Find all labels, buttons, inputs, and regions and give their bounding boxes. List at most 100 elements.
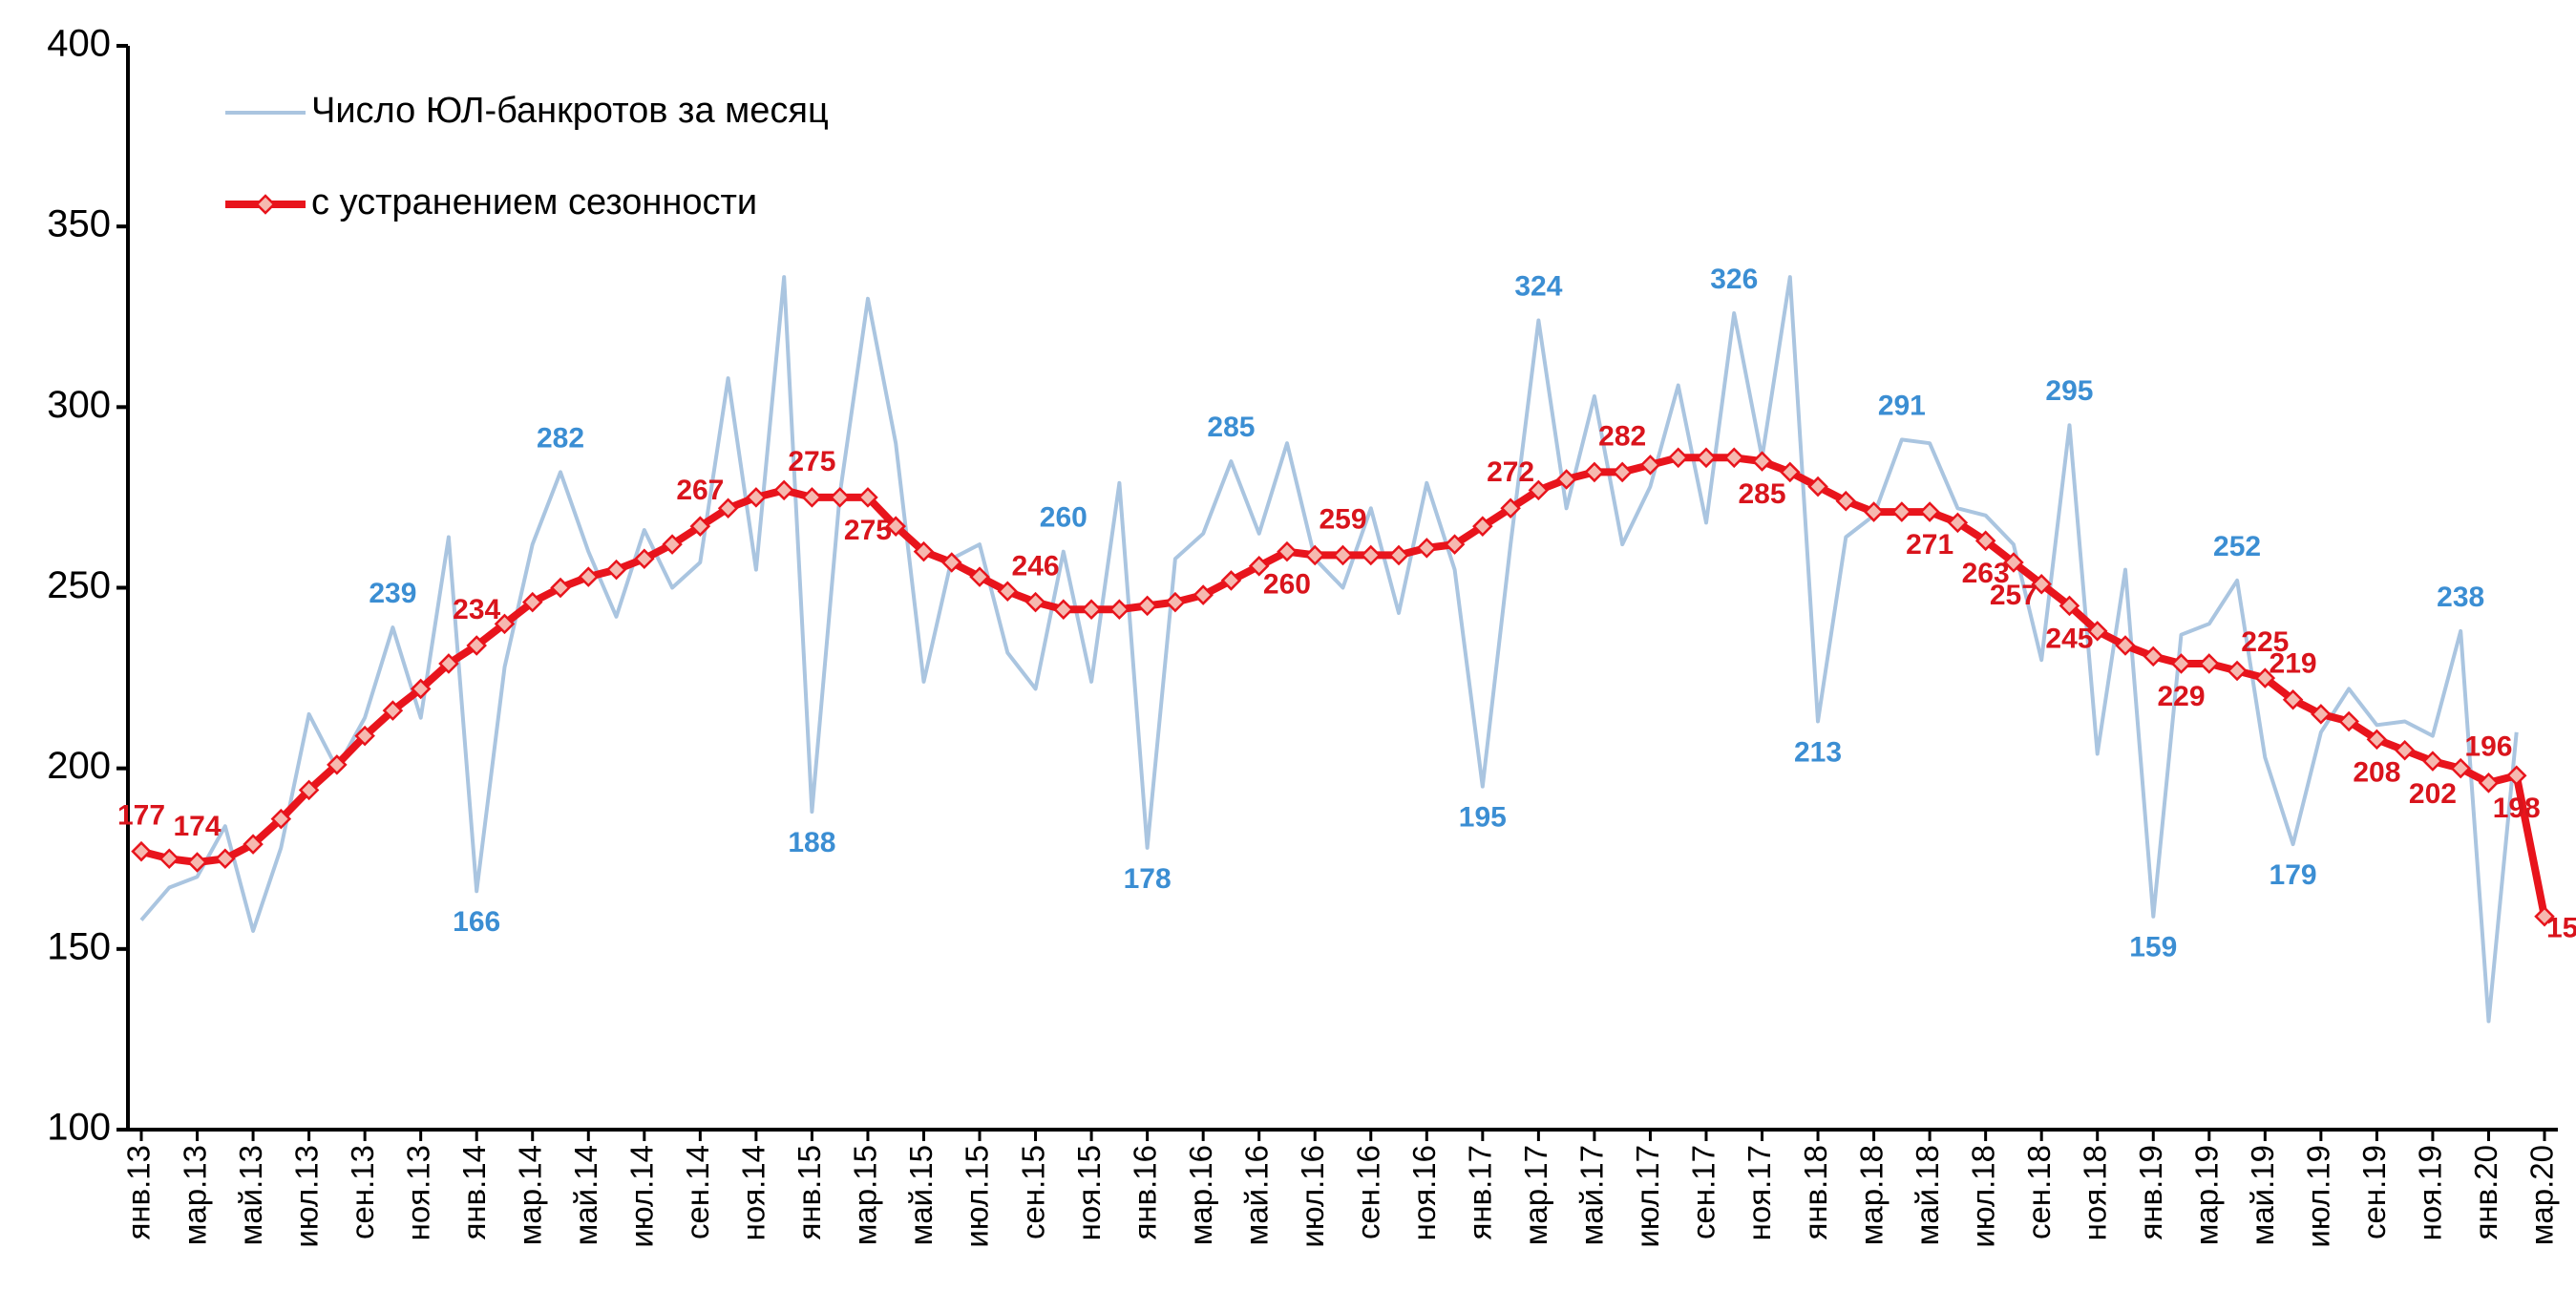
marker (410, 678, 432, 700)
marker (382, 700, 404, 721)
data-label: 202 (2409, 778, 2457, 810)
marker (1277, 540, 1298, 562)
data-label: 234 (453, 594, 500, 625)
marker (2086, 621, 2108, 642)
data-label: 196 (2464, 731, 2512, 763)
marker (466, 635, 487, 656)
data-label: 166 (453, 906, 500, 938)
marker (354, 725, 375, 747)
marker (1388, 544, 1409, 566)
x-tick-label: май.19 (2245, 1145, 2280, 1245)
data-label: 267 (676, 475, 724, 506)
y-tick-label: 400 (47, 23, 111, 65)
x-tick-label: сен.16 (1350, 1145, 1385, 1239)
x-tick-label: май.18 (1910, 1145, 1945, 1245)
marker (1919, 501, 1940, 522)
marker (885, 516, 906, 537)
x-tick-label: янв.17 (1463, 1145, 1498, 1240)
data-label: 260 (1263, 569, 1311, 601)
x-tick-label: июл.13 (288, 1145, 324, 1248)
marker (2311, 704, 2332, 725)
marker (1891, 501, 1912, 522)
marker (2422, 751, 2443, 772)
x-tick-label: ноя.17 (1742, 1145, 1777, 1240)
marker (1053, 599, 1074, 620)
x-tick-label: май.16 (1238, 1145, 1274, 1245)
x-tick-label: май.13 (233, 1145, 268, 1245)
data-label: 198 (2493, 793, 2541, 824)
marker (1751, 451, 1773, 472)
marker (940, 552, 962, 573)
marker (1416, 538, 1438, 559)
marker (2003, 552, 2024, 573)
x-tick-label: янв.20 (2468, 1145, 2503, 1240)
marker (550, 577, 571, 599)
x-tick-label: мар.13 (177, 1145, 212, 1245)
data-label: 225 (2241, 626, 2289, 658)
data-label: 263 (1962, 558, 2010, 589)
marker (298, 779, 320, 801)
marker (1361, 544, 1382, 566)
data-label: 213 (1794, 736, 1842, 768)
marker (2031, 573, 2052, 595)
data-label: 174 (174, 811, 222, 842)
x-tick-label: июл.17 (1630, 1145, 1665, 1248)
marker (1947, 512, 1969, 534)
marker (913, 540, 935, 562)
legend-label: с устранением сезонности (311, 182, 757, 222)
marker (2227, 660, 2248, 682)
marker (2366, 729, 2388, 751)
marker (494, 613, 516, 635)
data-label: 195 (1459, 802, 1507, 834)
x-tick-label: ноя.13 (400, 1145, 435, 1240)
marker (969, 566, 990, 587)
x-tick-label: июл.18 (1965, 1145, 2000, 1248)
data-label: 245 (2045, 623, 2093, 654)
x-tick-label: июл.15 (960, 1145, 995, 1248)
marker (2505, 765, 2527, 787)
y-tick-label: 200 (47, 745, 111, 787)
marker (2534, 906, 2555, 927)
data-label: 246 (1012, 551, 1060, 582)
marker (2478, 772, 2500, 794)
marker (1807, 476, 1828, 497)
marker (327, 754, 348, 775)
data-label: 208 (2353, 756, 2400, 788)
x-tick-label: сен.14 (680, 1145, 715, 1239)
marker (689, 516, 711, 537)
data-label: 238 (2437, 582, 2484, 613)
x-tick-label: янв.15 (792, 1145, 827, 1240)
x-tick-label: ноя.14 (736, 1145, 771, 1240)
x-tick-label: ноя.15 (1071, 1145, 1107, 1240)
data-label: 219 (2270, 648, 2317, 680)
marker (997, 581, 1019, 603)
data-label: 291 (1878, 390, 1926, 421)
marker (270, 808, 292, 830)
x-tick-label: мар.14 (512, 1145, 547, 1245)
x-tick-label: мар.20 (2524, 1145, 2560, 1245)
x-tick-label: сен.19 (2356, 1145, 2392, 1239)
legend-marker (255, 194, 276, 215)
data-label: 271 (1906, 529, 1953, 561)
marker (717, 497, 739, 519)
x-tick-label: ноя.16 (1406, 1145, 1442, 1240)
x-tick-label: ноя.18 (2077, 1145, 2112, 1240)
marker (1248, 556, 1270, 577)
x-tick-label: май.15 (903, 1145, 939, 1245)
marker (578, 566, 600, 587)
series-line (139, 275, 2519, 1024)
x-tick-label: сен.13 (345, 1145, 380, 1239)
data-label: 259 (1319, 503, 1366, 535)
x-tick-label: сен.18 (2021, 1145, 2057, 1239)
marker (829, 487, 851, 508)
marker (1584, 461, 1605, 483)
marker (634, 548, 655, 570)
marker (1863, 501, 1885, 522)
x-tick-label: мар.19 (2189, 1145, 2225, 1245)
data-label: 295 (2045, 375, 2093, 407)
marker (662, 534, 683, 555)
data-label: 326 (1710, 264, 1758, 295)
marker (131, 840, 152, 862)
marker (1612, 461, 1633, 483)
